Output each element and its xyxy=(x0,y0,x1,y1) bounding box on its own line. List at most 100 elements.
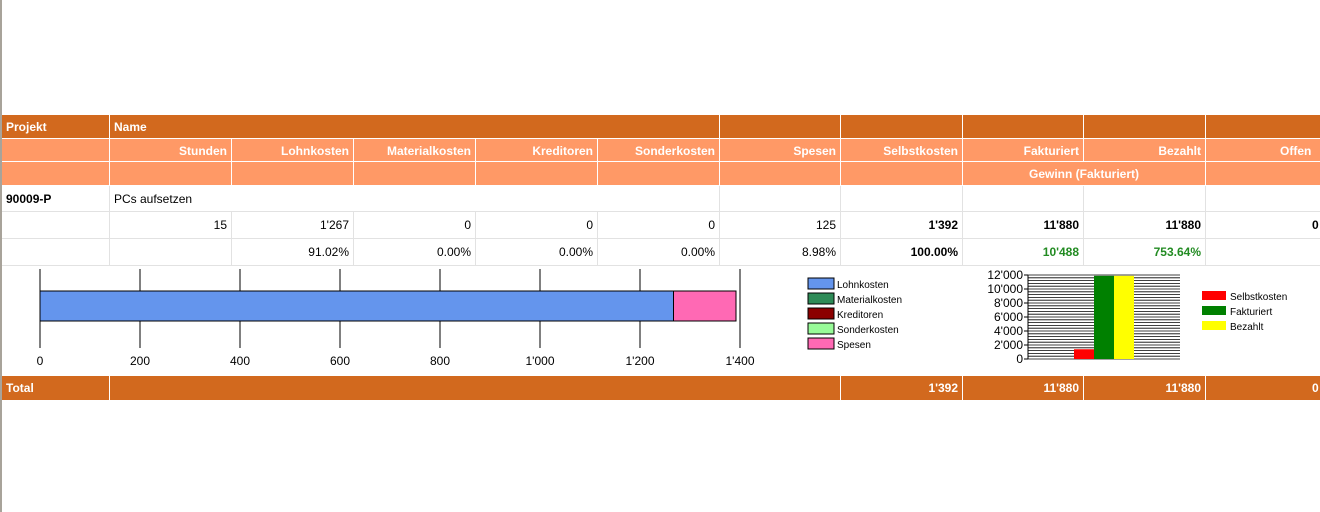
project-name: PCs aufsetzen xyxy=(109,186,719,212)
legend-swatch xyxy=(807,322,835,335)
legend-label: Bezahlt xyxy=(1230,322,1264,333)
header-row-title: Projekt Name xyxy=(2,115,1320,138)
empty-cell xyxy=(2,239,109,266)
x-tick-label: 400 xyxy=(230,354,250,368)
selbstkosten-header: Selbstkosten xyxy=(840,139,962,162)
header-spacer xyxy=(840,162,962,185)
lohnkosten-value: 1'267 xyxy=(231,212,353,239)
stunden-value: 15 xyxy=(109,212,231,239)
legend-swatch xyxy=(807,277,835,290)
header-spacer xyxy=(719,162,840,185)
fakturiert-value: 11'880 xyxy=(962,212,1083,239)
bezahlt-header: Bezahlt xyxy=(1083,139,1205,162)
y-tick-label: 4'000 xyxy=(994,324,1023,338)
header-row-columns: Stunden Lohnkosten Materialkosten Kredit… xyxy=(2,138,1320,162)
header-spacer xyxy=(1205,115,1320,138)
header-spacer xyxy=(109,162,231,185)
total-label: Total xyxy=(2,376,109,400)
header-spacer xyxy=(109,376,840,400)
y-tick-label: 2'000 xyxy=(994,338,1023,352)
legend-swatch xyxy=(807,307,835,320)
materialkosten-header: Materialkosten xyxy=(353,139,475,162)
lohnkosten-header: Lohnkosten xyxy=(231,139,353,162)
y-tick-label: 6'000 xyxy=(994,310,1023,324)
y-tick-label: 0 xyxy=(1016,352,1023,366)
sonderkosten-percent: 0.00% xyxy=(597,239,719,266)
bar-selbstkosten xyxy=(1074,349,1094,359)
kreditoren-header: Kreditoren xyxy=(475,139,597,162)
header-spacer xyxy=(2,139,109,162)
header-spacer xyxy=(2,162,109,185)
bar-fakturiert xyxy=(1094,275,1114,359)
x-tick-label: 0 xyxy=(37,354,44,368)
bar-bezahlt xyxy=(1114,275,1134,359)
empty-cell xyxy=(1205,239,1320,266)
project-name-row: 90009-P PCs aufsetzen xyxy=(2,186,1320,212)
project-percent-row: 91.02% 0.00% 0.00% 0.00% 8.98% 100.00% 1… xyxy=(2,239,1320,266)
legend-label: Spesen xyxy=(837,340,871,351)
gewinn-header: Gewinn (Fakturiert) xyxy=(962,162,1205,185)
y-tick-label: 10'000 xyxy=(987,282,1023,296)
total-bezahlt: 11'880 xyxy=(1083,376,1205,400)
offen-header: Offen xyxy=(1205,139,1320,162)
legend-label: Lohnkosten xyxy=(837,280,889,291)
projekt-header: Projekt xyxy=(2,115,109,138)
y-tick-label: 8'000 xyxy=(994,296,1023,310)
sonderkosten-header: Sonderkosten xyxy=(597,139,719,162)
legend-label: Fakturiert xyxy=(1230,307,1272,318)
project-values-row: 15 1'267 0 0 0 125 1'392 11'880 11'880 0 xyxy=(2,212,1320,239)
legend-swatch xyxy=(1202,321,1226,330)
fakturiert-header: Fakturiert xyxy=(962,139,1083,162)
window-left-border xyxy=(0,0,2,512)
project-number: 90009-P xyxy=(2,186,109,212)
total-row: Total 1'392 11'880 11'880 0 xyxy=(2,376,1320,400)
header-spacer xyxy=(597,162,719,185)
empty-cell xyxy=(962,186,1083,212)
stunden-header: Stunden xyxy=(109,139,231,162)
kreditoren-percent: 0.00% xyxy=(475,239,597,266)
legend-label: Kreditoren xyxy=(837,310,883,321)
bar-segment-lohnkosten xyxy=(39,290,674,322)
gewinn-value: 10'488 xyxy=(962,239,1083,266)
header-row-gewinn: Gewinn (Fakturiert) xyxy=(2,161,1320,185)
header-spacer xyxy=(475,162,597,185)
x-tick-label: 600 xyxy=(330,354,350,368)
empty-cell xyxy=(1083,186,1205,212)
header-spacer xyxy=(1083,115,1205,138)
header-spacer xyxy=(353,162,475,185)
gewinn-percent: 753.64% xyxy=(1083,239,1205,266)
selbstkosten-value: 1'392 xyxy=(840,212,962,239)
x-tick-label: 1'000 xyxy=(526,354,555,368)
name-header: Name xyxy=(109,115,719,138)
bezahlt-value: 11'880 xyxy=(1083,212,1205,239)
materialkosten-percent: 0.00% xyxy=(353,239,475,266)
selbstkosten-percent: 100.00% xyxy=(840,239,962,266)
legend-swatch xyxy=(1202,291,1226,300)
lohnkosten-percent: 91.02% xyxy=(231,239,353,266)
total-selbstkosten: 1'392 xyxy=(840,376,962,400)
legend-swatch xyxy=(807,292,835,305)
legend-label: Selbstkosten xyxy=(1230,292,1287,303)
legend-label: Sonderkosten xyxy=(837,325,899,336)
empty-cell xyxy=(1205,186,1320,212)
offen-value: 0 xyxy=(1205,212,1320,239)
empty-cell xyxy=(719,186,840,212)
x-tick-label: 200 xyxy=(130,354,150,368)
legend-swatch xyxy=(807,337,835,350)
total-offen: 0 xyxy=(1205,376,1320,400)
x-tick-label: 800 xyxy=(430,354,450,368)
materialkosten-value: 0 xyxy=(353,212,475,239)
header-spacer xyxy=(1205,162,1320,185)
y-tick-label: 12'000 xyxy=(987,268,1023,282)
bar-segment-spesen xyxy=(673,290,737,322)
kreditoren-value: 0 xyxy=(475,212,597,239)
x-tick-label: 1'200 xyxy=(626,354,655,368)
empty-cell xyxy=(109,239,231,266)
legend-label: Materialkosten xyxy=(837,295,902,306)
header-spacer xyxy=(962,115,1083,138)
spesen-value: 125 xyxy=(719,212,840,239)
sonderkosten-value: 0 xyxy=(597,212,719,239)
header-spacer xyxy=(840,115,962,138)
legend-swatch xyxy=(1202,306,1226,315)
